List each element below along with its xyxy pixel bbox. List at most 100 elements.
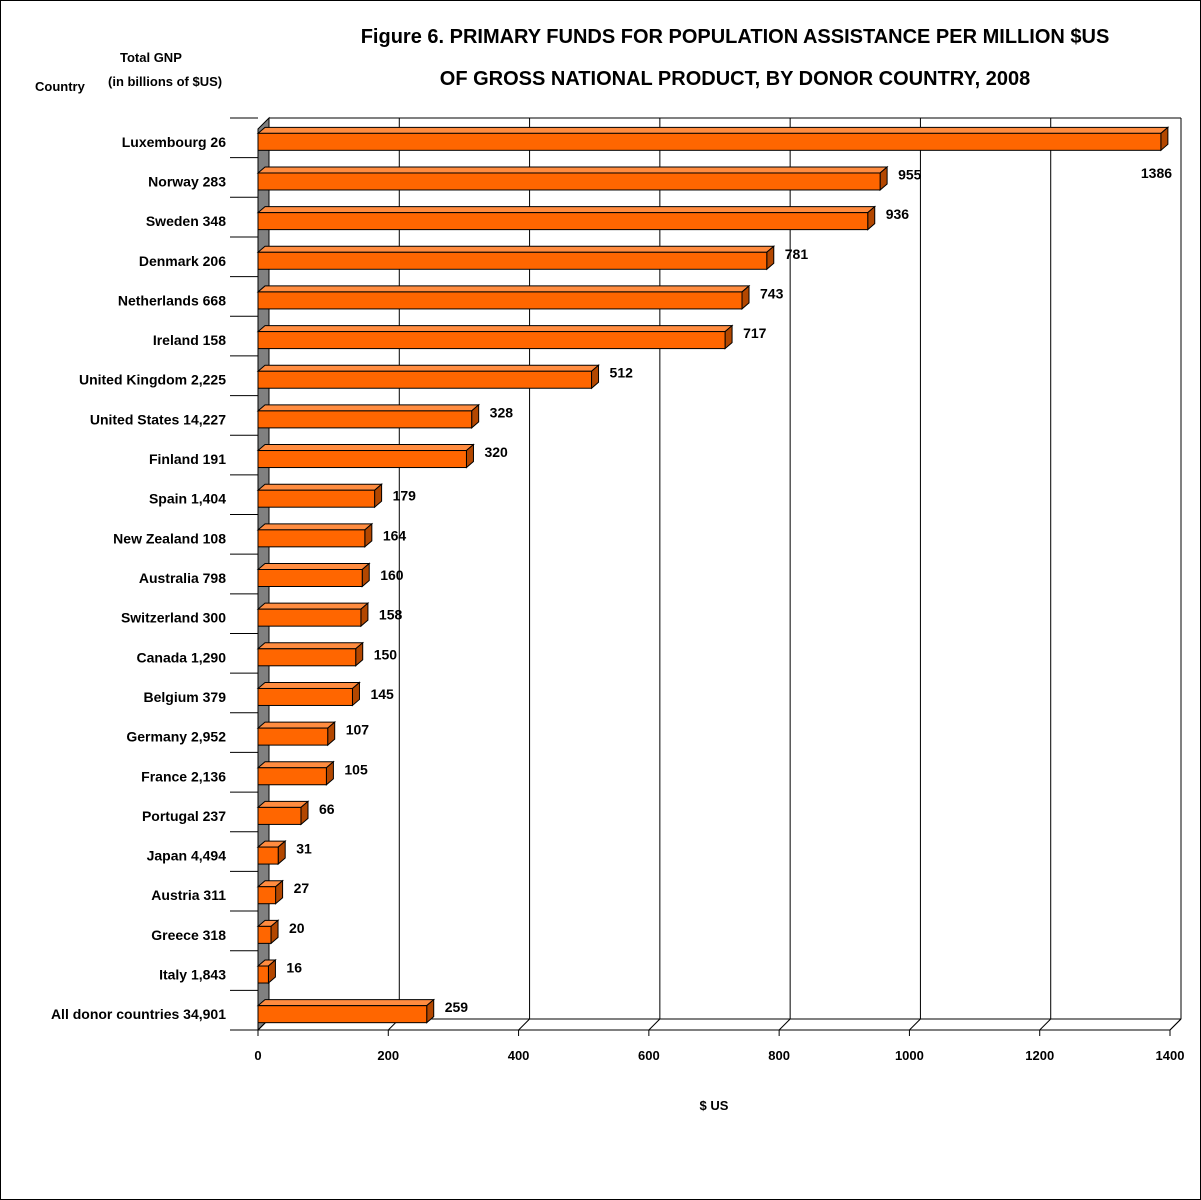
x-tick-label: 400 bbox=[508, 1048, 530, 1063]
data-label: 16 bbox=[286, 960, 302, 976]
data-label: 164 bbox=[383, 527, 407, 543]
data-label: 158 bbox=[379, 607, 403, 623]
bar-top-face bbox=[256, 206, 877, 214]
bar-top-face bbox=[256, 404, 481, 412]
x-tick-label: 0 bbox=[254, 1048, 261, 1063]
bar-top-face bbox=[256, 721, 337, 729]
category-label: United States 14,227 bbox=[90, 411, 226, 427]
data-label: 31 bbox=[296, 841, 312, 857]
bar bbox=[257, 291, 743, 310]
floor-gridline bbox=[1039, 1018, 1052, 1031]
category-label: Ireland 158 bbox=[153, 332, 226, 348]
category-label: Japan 4,494 bbox=[147, 848, 227, 864]
data-label: 160 bbox=[380, 567, 404, 583]
data-label: 320 bbox=[484, 444, 508, 460]
floor-gridline bbox=[1169, 1018, 1182, 1031]
bar bbox=[257, 925, 272, 944]
category-label: Luxembourg 26 bbox=[122, 134, 226, 150]
category-label: Norway 283 bbox=[148, 173, 226, 189]
data-label: 936 bbox=[886, 206, 910, 222]
category-label: Italy 1,843 bbox=[159, 967, 226, 983]
data-label: 66 bbox=[319, 801, 335, 817]
category-label: France 2,136 bbox=[141, 768, 226, 784]
category-label: Finland 191 bbox=[149, 451, 226, 467]
category-label: Greece 318 bbox=[151, 927, 226, 943]
bar bbox=[257, 331, 726, 350]
bar bbox=[257, 450, 467, 469]
floor-gridline bbox=[648, 1018, 661, 1031]
bar-top-face bbox=[256, 126, 1170, 134]
category-label: Portugal 237 bbox=[142, 808, 226, 824]
data-label: 512 bbox=[610, 365, 634, 381]
data-label: 179 bbox=[393, 488, 417, 504]
bar-top-face bbox=[256, 523, 374, 531]
x-tick-label: 1400 bbox=[1156, 1048, 1185, 1063]
category-label: United Kingdom 2,225 bbox=[79, 372, 226, 388]
category-label: Germany 2,952 bbox=[126, 729, 226, 745]
chart-title-line-1: Figure 6. PRIMARY FUNDS FOR POPULATION A… bbox=[360, 26, 1110, 48]
x-tick-label: 1000 bbox=[895, 1048, 924, 1063]
data-label: 105 bbox=[344, 761, 368, 777]
bar bbox=[257, 1005, 428, 1024]
bar-top-face bbox=[256, 245, 776, 253]
bar-top-face bbox=[256, 800, 310, 808]
bar-top-face bbox=[256, 325, 734, 333]
category-label: Austria 311 bbox=[151, 887, 226, 903]
bar bbox=[257, 608, 362, 627]
category-label: All donor countries 34,901 bbox=[51, 1006, 226, 1022]
column-header-country: Country bbox=[35, 79, 85, 94]
bar-top-face bbox=[256, 642, 365, 650]
data-label: 27 bbox=[294, 880, 310, 896]
bar bbox=[257, 410, 473, 429]
data-label: 328 bbox=[490, 404, 514, 420]
column-header-gnp-line-1: Total GNP bbox=[120, 50, 182, 65]
bar-top-face bbox=[256, 563, 371, 570]
bar bbox=[257, 489, 376, 508]
bar bbox=[257, 648, 357, 667]
bar-top-face bbox=[256, 364, 600, 372]
x-axis-label: $ US bbox=[700, 1098, 729, 1113]
bar-top-face bbox=[256, 761, 335, 769]
bar-top-face bbox=[256, 483, 383, 491]
bar bbox=[257, 370, 593, 389]
bar-top-face bbox=[256, 444, 475, 452]
column-header-gnp-line-2: (in billions of $US) bbox=[108, 74, 223, 89]
bar bbox=[257, 212, 869, 231]
bar bbox=[257, 846, 279, 865]
data-label: 781 bbox=[785, 246, 809, 262]
bar bbox=[257, 132, 1162, 151]
data-label: 20 bbox=[289, 920, 305, 936]
bar bbox=[257, 569, 363, 587]
category-label: Canada 1,290 bbox=[137, 649, 227, 665]
floor-gridline bbox=[909, 1018, 921, 1031]
data-label: 145 bbox=[370, 686, 394, 702]
data-label: 743 bbox=[760, 285, 784, 301]
floor-gridline bbox=[518, 1018, 530, 1031]
data-label: 955 bbox=[898, 166, 922, 182]
category-label: Australia 798 bbox=[139, 570, 226, 586]
bar bbox=[257, 965, 269, 984]
data-label: 107 bbox=[346, 722, 370, 738]
chart-title-line-2: OF GROSS NATIONAL PRODUCT, BY DONOR COUN… bbox=[439, 68, 1031, 90]
category-label: Netherlands 668 bbox=[118, 292, 226, 308]
category-label: Switzerland 300 bbox=[121, 610, 226, 626]
bar bbox=[257, 806, 302, 825]
bar-top-face bbox=[256, 285, 751, 293]
floor-gridline bbox=[778, 1018, 791, 1031]
x-tick-label: 1200 bbox=[1025, 1048, 1054, 1063]
bar-top-face bbox=[256, 999, 436, 1007]
bar bbox=[257, 529, 366, 548]
category-label: Belgium 379 bbox=[144, 689, 227, 705]
bar-top-face bbox=[256, 166, 889, 174]
data-label: 717 bbox=[743, 325, 767, 341]
category-label: Sweden 348 bbox=[146, 213, 226, 229]
x-tick-label: 600 bbox=[638, 1048, 660, 1063]
bar-top-face bbox=[256, 602, 370, 610]
category-label: Spain 1,404 bbox=[149, 491, 226, 507]
data-label: 150 bbox=[374, 646, 398, 662]
x-tick-label: 800 bbox=[768, 1048, 790, 1063]
bar bbox=[257, 767, 327, 786]
data-label: 259 bbox=[445, 999, 469, 1015]
category-label: New Zealand 108 bbox=[113, 530, 226, 546]
